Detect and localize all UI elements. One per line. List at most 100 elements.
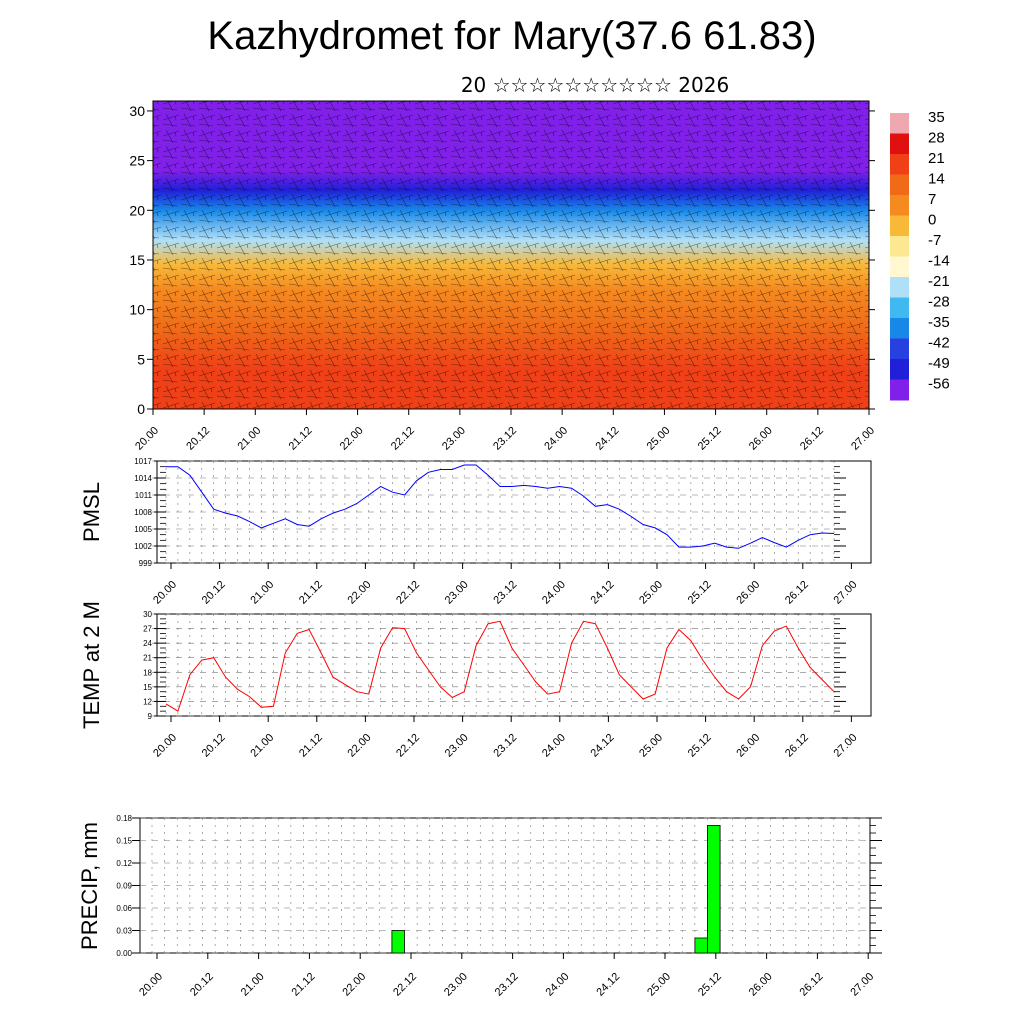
colorbar-swatch-11: [890, 338, 909, 360]
colorbar-boxes: [890, 113, 909, 401]
temp-ytick-label-7: 30: [143, 610, 152, 619]
chart-subtitle: 20 ☆☆☆☆☆☆☆☆☆☆ 2026: [460, 73, 730, 97]
colorbar-swatch-13: [890, 379, 909, 401]
precip-xtick-label-7: 23.12: [493, 971, 521, 999]
heat-ytick-label-1: 5: [137, 351, 145, 367]
precip-xtick-label-12: 26.00: [747, 971, 775, 999]
pmsl-xtick-label-0: 20.00: [151, 579, 179, 607]
precip-bars: [391, 825, 721, 954]
precip-xtick-label-4: 22.00: [340, 971, 368, 999]
colorbar-swatch-7: [890, 256, 909, 278]
colorbar-swatch-1: [890, 133, 909, 155]
temp-x-axis: 20.00 20.12 21.00 21.12 22.00 22.12 23.00 23.12…: [151, 716, 860, 760]
precip-xtick-label-11: 25.12: [696, 971, 724, 999]
precip-ytick-label-5: 0.15: [116, 837, 132, 846]
precip-bar-1: [694, 937, 708, 954]
colorbar-label-12: -49: [928, 355, 950, 372]
heat-xtick-label-0: 20.00: [133, 425, 161, 453]
colorbar-label-11: -42: [928, 335, 950, 352]
heat-ytick-label-4: 20: [129, 202, 145, 218]
heatmap-x-axis: 20.00 20.12 21.00 21.12 22.00 22.12 23.00 23.12…: [133, 409, 877, 453]
pmsl-axis-label: PMSL: [79, 482, 104, 542]
temp-y-axis: 9 12 15 18 21 24 27 30: [143, 610, 846, 721]
precip-ytick-label-6: 0.18: [116, 814, 132, 823]
temp-xtick-label-6: 23.00: [443, 732, 471, 760]
pmsl-x-axis: 20.00 20.12 21.00 21.12 22.00 22.12 23.00 23.12…: [151, 563, 860, 607]
temp-series-line: [165, 620, 835, 712]
pmsl-ytick-label-6: 1017: [134, 457, 152, 466]
temp-xtick-label-9: 24.12: [589, 732, 617, 760]
heat-ytick-label-6: 30: [129, 103, 145, 119]
pmsl-xtick-label-11: 25.12: [686, 579, 714, 607]
heat-xtick-label-3: 21.12: [287, 425, 315, 453]
precip-xtick-label-9: 24.12: [594, 971, 622, 999]
precip-xtick-label-8: 24.00: [544, 971, 572, 999]
pmsl-xtick-label-13: 26.12: [783, 579, 811, 607]
pmsl-ytick-label-3: 1008: [134, 508, 152, 517]
pmsl-xtick-label-8: 24.00: [540, 579, 568, 607]
colorbar-swatch-9: [890, 297, 909, 319]
precip-xtick-label-0: 20.00: [137, 971, 165, 999]
pmsl-ytick-label-4: 1011: [135, 491, 153, 500]
colorbar-swatch-4: [890, 195, 909, 216]
precip-xtick-label-13: 26.12: [798, 971, 826, 999]
temp-xtick-label-3: 21.12: [297, 732, 325, 760]
temp-frame: [156, 613, 872, 717]
colorbar-label-1: 28: [928, 130, 945, 147]
colorbar-swatch-0: [890, 113, 909, 134]
temp-ytick-label-5: 24: [143, 639, 152, 648]
heat-xtick-label-10: 25.00: [645, 425, 673, 453]
heat-xtick-label-2: 21.00: [235, 425, 263, 453]
colorbar-label-7: -14: [928, 253, 950, 270]
heat-xtick-label-12: 26.00: [747, 425, 775, 453]
heat-ytick-label-5: 25: [129, 153, 145, 169]
temp-xtick-label-2: 21.00: [248, 732, 276, 760]
precip-bar-2: [707, 825, 721, 954]
colorbar-labels: 35 28 21 14 7 0 -7 -14 -21 -28 -35 -42 -49 -56: [928, 109, 950, 393]
precip-panel: 0.000.030.060.090.120.150.18 20.00 20.12 2…: [77, 814, 884, 999]
temp-ytick-label-0: 9: [148, 712, 153, 721]
colorbar-label-6: -7: [928, 232, 941, 249]
pmsl-xtick-label-1: 20.12: [200, 579, 228, 607]
colorbar-label-4: 7: [928, 191, 936, 208]
heat-xtick-label-13: 26.12: [798, 425, 826, 453]
pmsl-ytick-label-0: 999: [139, 559, 153, 568]
temp-xtick-label-12: 26.00: [734, 732, 762, 760]
temp-axis-label: TEMP at 2 M: [79, 601, 104, 729]
temp-xtick-label-1: 20.12: [200, 732, 228, 760]
heatmap-y-axis: 0 5 10 15 20 25 30: [129, 103, 875, 417]
heat-ytick-label-2: 10: [129, 302, 145, 318]
pmsl-xtick-label-12: 26.00: [734, 579, 762, 607]
pmsl-xtick-label-6: 23.00: [443, 579, 471, 607]
precip-xtick-label-2: 21.00: [239, 971, 267, 999]
colorbar-swatch-5: [890, 215, 909, 237]
pmsl-panel: 999 1002 1005 1008 1011 1014 1017 20.00 20.12 21…: [79, 457, 872, 607]
precip-xtick-label-14: 27.00: [848, 971, 876, 999]
colorbar: 35 28 21 14 7 0 -7 -14 -21 -28 -35 -42 -49 -56: [890, 109, 950, 401]
pmsl-series-line: [166, 464, 835, 549]
precip-ytick-label-4: 0.12: [116, 859, 132, 868]
temp-ytick-label-2: 15: [143, 683, 152, 692]
colorbar-label-10: -35: [928, 314, 950, 331]
pmsl-xtick-label-7: 23.12: [491, 579, 519, 607]
heat-xtick-label-8: 24.00: [542, 425, 570, 453]
temp-xtick-label-10: 25.00: [637, 732, 665, 760]
colorbar-label-5: 0: [928, 212, 936, 229]
pmsl-ytick-label-5: 1014: [134, 474, 152, 483]
colorbar-swatch-3: [890, 174, 909, 196]
colorbar-swatch-2: [890, 154, 909, 175]
temp-xtick-label-0: 20.00: [151, 732, 179, 760]
wind-barbs-overlay: [153, 101, 869, 409]
precip-ytick-label-1: 0.03: [116, 927, 132, 936]
pmsl-xtick-label-2: 21.00: [248, 579, 276, 607]
heat-ytick-label-0: 0: [137, 401, 145, 417]
precip-ytick-label-0: 0.00: [116, 949, 132, 958]
heat-xtick-label-9: 24.12: [593, 425, 621, 453]
precip-xtick-label-3: 21.12: [290, 971, 318, 999]
colorbar-swatch-12: [890, 359, 909, 380]
colorbar-swatch-10: [890, 318, 909, 339]
precip-ytick-label-2: 0.06: [116, 904, 132, 913]
heat-xtick-label-4: 22.00: [338, 425, 366, 453]
temp-xtick-label-11: 25.12: [686, 732, 714, 760]
